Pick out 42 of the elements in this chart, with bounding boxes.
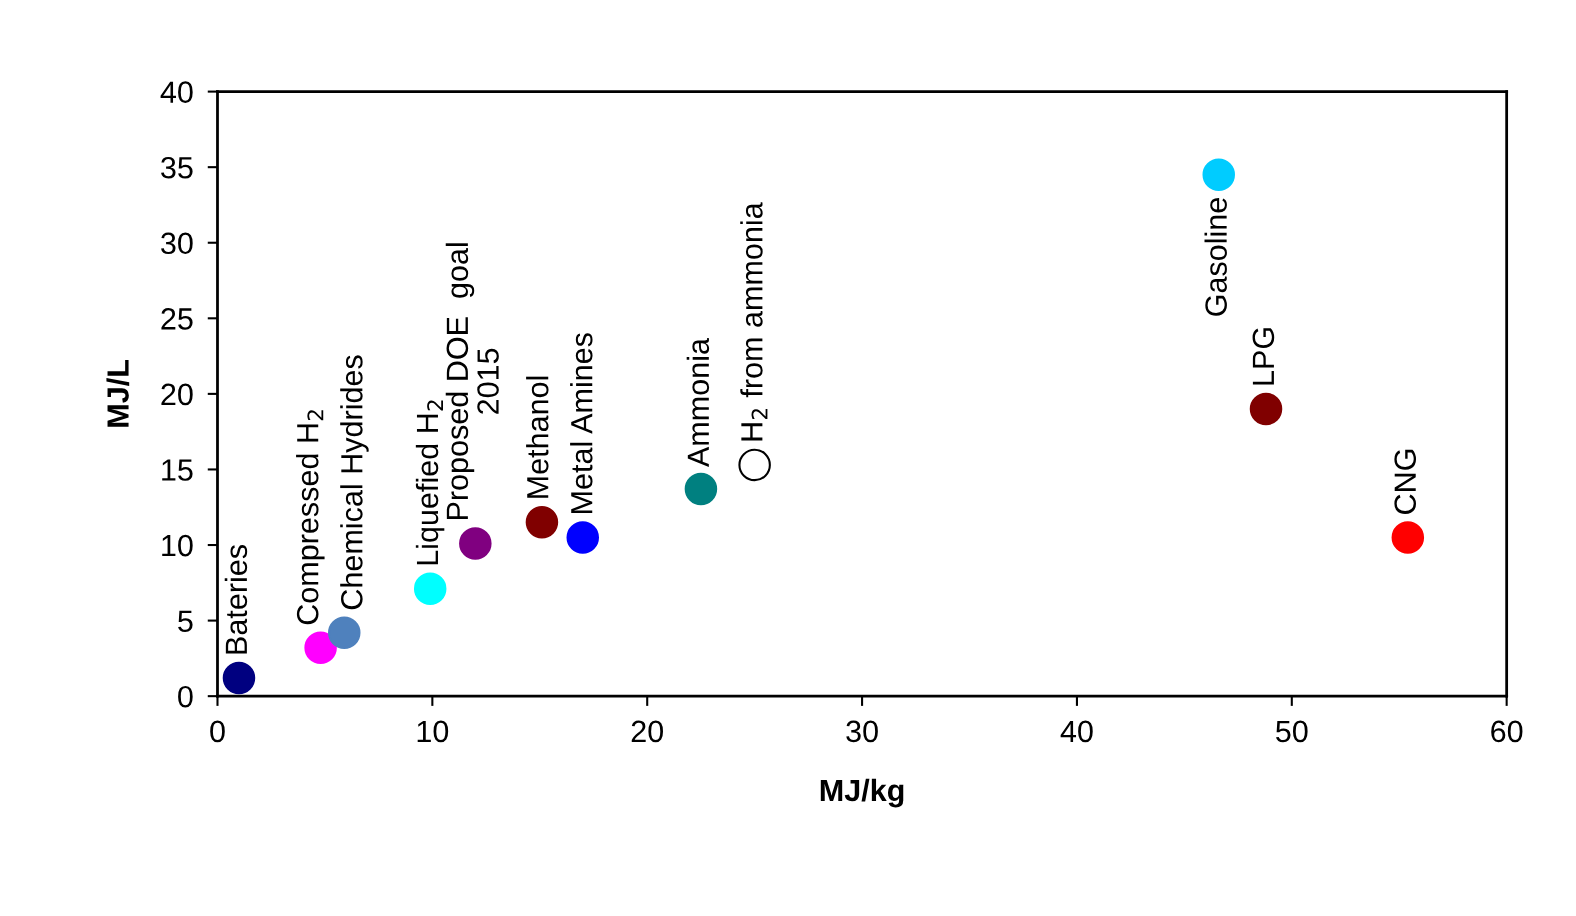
text: Bateries xyxy=(224,545,248,654)
y-tick-label: 40 xyxy=(160,81,193,103)
x-tick-label: 40 xyxy=(1060,720,1093,743)
point xyxy=(222,661,256,695)
x-tick-label: 60 xyxy=(1491,720,1523,743)
text: LPG xyxy=(1252,328,1275,385)
x-tick-label: 50 xyxy=(1276,720,1308,743)
point xyxy=(1249,392,1283,426)
y-tick-label: 0 xyxy=(178,685,193,708)
point xyxy=(684,472,718,506)
x-tick-label: 10 xyxy=(417,720,449,743)
point xyxy=(525,506,559,539)
x-axis-title: MJ/kg xyxy=(820,778,904,808)
point xyxy=(413,572,447,606)
text: Metal Amines xyxy=(570,333,593,513)
y-tick-label: 35 xyxy=(161,156,193,179)
text: Chemical Hydrides xyxy=(340,355,369,610)
text: Gasoline xyxy=(1204,198,1227,316)
point xyxy=(304,631,337,665)
text: Ammonia xyxy=(686,338,710,468)
text: H$_{2}$ from ammonia xyxy=(740,202,768,441)
text: Methanol xyxy=(526,376,549,498)
y-tick-label: 20 xyxy=(161,383,193,406)
y-tick-label: 30 xyxy=(161,232,193,255)
text: CNG xyxy=(1394,449,1417,514)
y-axis-title: MJ/L xyxy=(106,360,130,427)
text: Proposed DOE goal 2015 xyxy=(445,243,499,519)
y-tick-label: 15 xyxy=(162,459,193,481)
text: Liquefied H$_{2}$ xyxy=(415,400,445,565)
point xyxy=(1202,158,1235,191)
point xyxy=(566,521,600,554)
point xyxy=(459,527,492,560)
x-tick-label: 0 xyxy=(210,720,225,743)
x-tick-label: 20 xyxy=(631,720,664,743)
x-tick-label: 30 xyxy=(846,720,878,743)
point xyxy=(738,448,771,482)
y-tick-label: 25 xyxy=(161,308,193,330)
point xyxy=(1391,521,1425,554)
text: Compressed H$_{2}$ xyxy=(296,410,325,625)
y-tick-label: 10 xyxy=(162,534,193,557)
point xyxy=(328,616,361,649)
y-tick-label: 5 xyxy=(178,610,193,632)
